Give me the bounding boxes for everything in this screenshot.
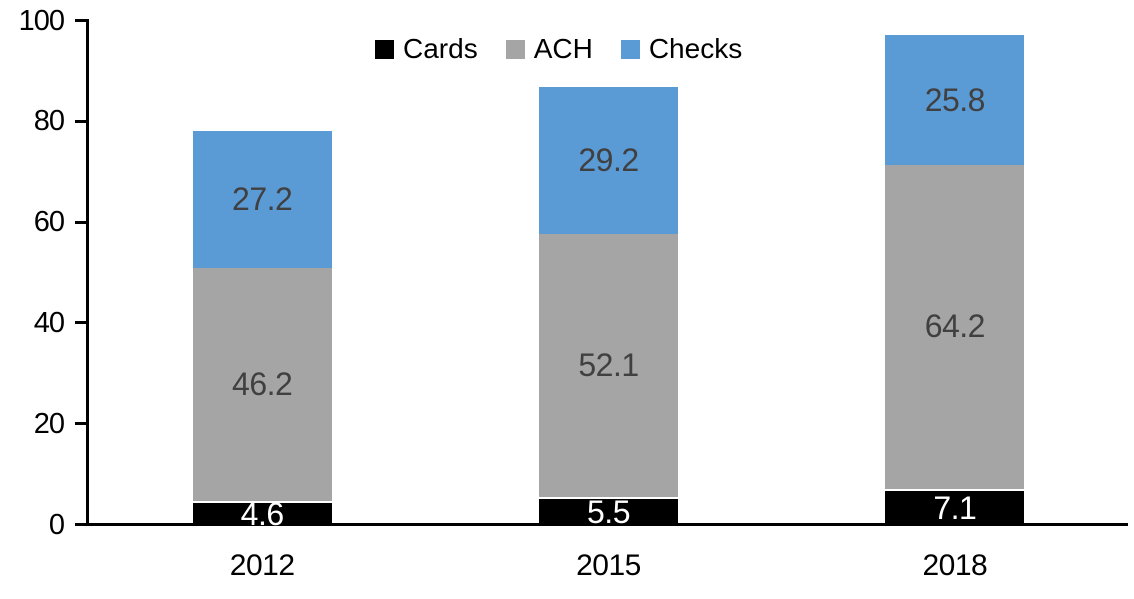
y-tick-mark: [75, 321, 86, 325]
legend-label: ACH: [533, 33, 593, 64]
bar-segment-ach-2012: 46.2: [192, 268, 332, 502]
bar-value-label: 29.2: [578, 142, 639, 179]
bar-value-label: 4.6: [240, 496, 284, 533]
bar-value-label: 7.1: [933, 490, 977, 527]
legend-label: Checks: [648, 33, 743, 64]
legend-swatch-ach: [505, 39, 525, 59]
y-tick-label: 0: [48, 508, 65, 541]
bar-value-label: 27.2: [232, 181, 293, 218]
y-tick-mark: [75, 119, 86, 123]
bar-segment-checks-2015: 29.2: [539, 87, 678, 235]
y-axis-line: [86, 19, 89, 526]
y-tick-label: 60: [33, 206, 65, 239]
legend-item-ach: ACH: [505, 33, 593, 65]
y-tick-mark: [75, 220, 86, 224]
y-tick-mark: [75, 422, 86, 426]
y-tick-label: 40: [33, 306, 65, 339]
legend-item-cards: Cards: [375, 33, 478, 65]
y-tick-mark: [75, 19, 86, 22]
x-axis-label-2012: 2012: [229, 549, 295, 582]
y-tick-label: 100: [18, 4, 65, 37]
y-tick-label: 20: [33, 407, 65, 440]
bar-value-label: 64.2: [924, 308, 986, 345]
bar-segment-checks-2012: 27.2: [192, 131, 332, 269]
bar-segment-cards-2018: 7.1: [885, 488, 1025, 527]
legend-swatch-cards: [375, 39, 394, 59]
x-axis-label-2018: 2018: [922, 549, 988, 582]
bar-segment-ach-2018: 64.2: [885, 165, 1025, 489]
legend: Cards ACH Checks: [375, 33, 742, 65]
bar-value-label: 46.2: [232, 366, 293, 403]
bar-segment-ach-2015: 52.1: [539, 234, 678, 497]
y-tick-mark: [75, 523, 86, 526]
legend-item-checks: Checks: [620, 33, 743, 65]
bar-value-label: 25.8: [924, 81, 986, 118]
bar-value-label: 52.1: [578, 346, 639, 383]
legend-swatch-checks: [620, 39, 640, 59]
bar-segment-cards-2015: 5.5: [539, 494, 678, 530]
y-tick-label: 80: [33, 105, 65, 138]
x-axis-label-2015: 2015: [576, 549, 641, 582]
bar-segment-cards-2012: 4.6: [192, 496, 332, 532]
legend-label: Cards: [403, 33, 478, 64]
bar-segment-checks-2018: 25.8: [885, 35, 1025, 166]
bar-value-label: 5.5: [587, 494, 630, 531]
